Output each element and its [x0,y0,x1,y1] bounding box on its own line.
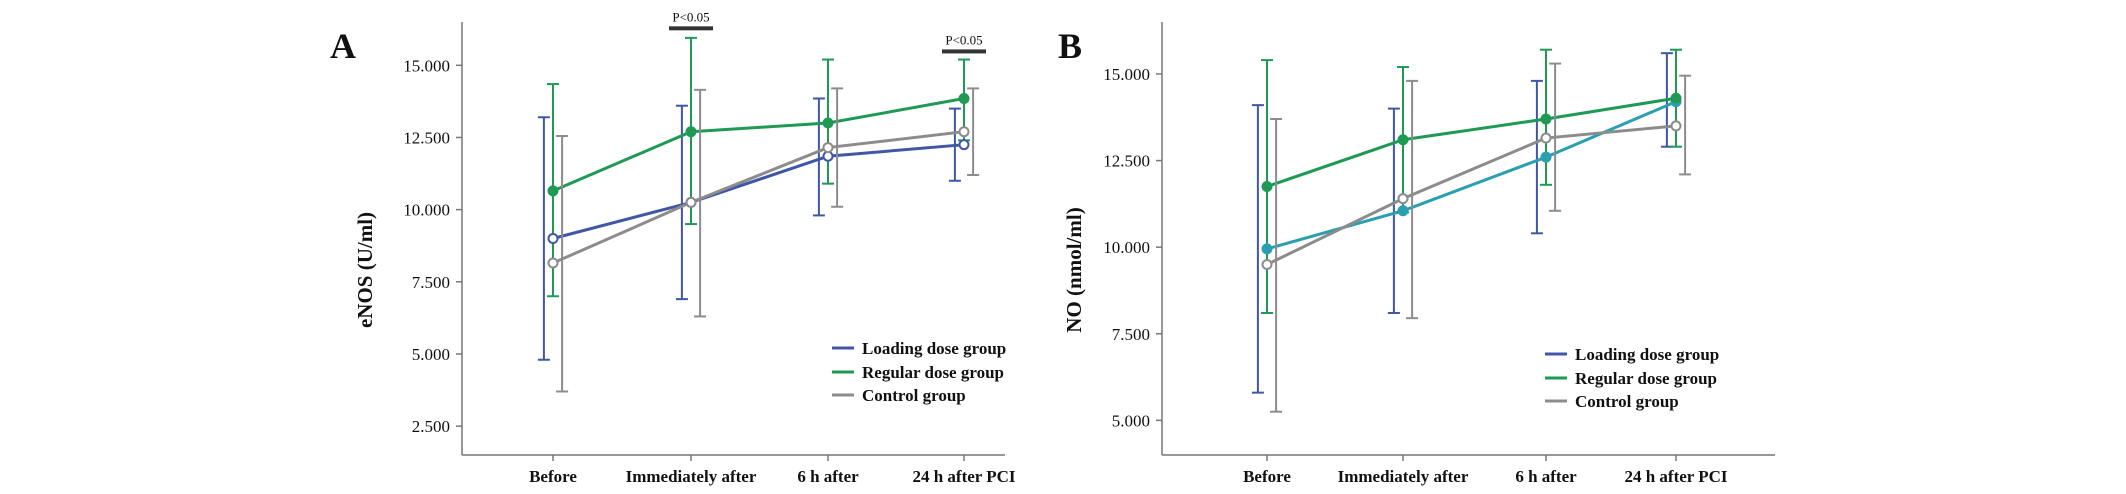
panel-b-letter: B [1058,26,1082,66]
panel-a-x-tick-label: 24 h after PCI [912,467,1015,486]
panel-a-annotation-text: P<0.05 [672,9,709,24]
panel-a-series-1-point [547,185,559,197]
panel-a-series-2-point [958,126,970,138]
panel-b-series-0-point [1397,205,1409,217]
panel-a-y-tick-label: 5.000 [412,345,450,364]
panel-b-x-tick-label: Immediately after [1338,467,1469,486]
panel-a-series-2-point [547,257,559,269]
panel-a-series-1-point [958,92,970,104]
panel-a-series-0-line [552,143,965,240]
panel-b-series-1-line [1266,96,1677,188]
panel-b-y-tick-label: 15.000 [1103,65,1150,84]
panel-a-series-0-point [958,139,970,151]
panel-b-series-0-point [1540,151,1552,163]
panel-a-series-0-point [822,150,834,162]
panel-b-series-2-point [1261,258,1273,270]
panel-b-series-2-line [1266,124,1677,266]
panel-b-series-0-line [1266,100,1677,251]
panel-b-x-tick-label: 24 h after PCI [1624,467,1727,486]
panel-a-series-2-line [552,130,965,265]
panel-a-annotation-bar [942,49,986,54]
panel-a-legend-label: Control group [862,386,966,405]
panel-a-series-0-point [547,233,559,244]
panel-a: A eNOS (U/ml) 2.500 5.000 7.500 10.000 12.50… [330,9,1016,486]
panel-b-legend-label: Control group [1575,392,1679,411]
panel-b-series-1-point [1261,181,1273,193]
panel-a-x-tick-label: Before [529,467,577,486]
panel-b-x-tick-label: Before [1243,467,1291,486]
panel-a-series-1-line [552,97,965,193]
panel-b-y-tick-label: 12.500 [1103,152,1150,171]
panel-a-series-2-point [822,142,834,154]
panel-a-series-2-point [685,196,697,208]
panel-b-legend-label: Loading dose group [1575,345,1719,364]
panel-a-y-tick-label: 2.500 [412,417,450,436]
panel-a-x-tick-label: Immediately after [626,467,757,486]
panel-a-legend-label: Loading dose group [862,339,1006,358]
panel-b: B NO (nmol/ml) 5.000 7.500 10.000 12.500 15.… [1058,22,1775,486]
panel-b-y-tick-label: 7.500 [1112,325,1150,344]
panel-a-y-axis-title: eNOS (U/ml) [353,212,377,328]
panel-b-series-0-point [1261,243,1273,255]
panel-a-annotation-text: P<0.05 [945,32,982,47]
panel-a-y-tick-label: 12.500 [403,128,450,147]
panel-b-y-tick-label: 10.000 [1103,238,1150,257]
panel-a-series-1-point [685,126,697,138]
panel-b-series-2-point [1670,120,1682,132]
panel-b-legend-label: Regular dose group [1575,369,1717,388]
panel-a-legend-label: Regular dose group [862,363,1004,382]
panel-b-y-axis-title: NO (nmol/ml) [1062,207,1086,332]
panel-a-y-tick-label: 7.500 [412,273,450,292]
panel-a-y-tick-label: 15.000 [403,56,450,75]
panel-b-series-2-point [1397,193,1409,205]
panel-a-annotation-bar [669,26,713,31]
panel-b-x-tick-label: 6 h after [1515,467,1577,486]
panel-a-y-tick-label: 10.000 [403,201,450,220]
panel-b-series-1-point [1397,134,1409,146]
panel-a-letter: A [330,26,356,66]
panel-b-series-1-point [1670,92,1682,104]
panel-a-series-1-point [822,117,834,129]
panel-a-x-tick-label: 6 h after [797,467,859,486]
panel-b-series-1-point [1540,113,1552,125]
panel-b-y-tick-label: 5.000 [1112,411,1150,430]
panel-b-series-2-point [1540,132,1552,144]
